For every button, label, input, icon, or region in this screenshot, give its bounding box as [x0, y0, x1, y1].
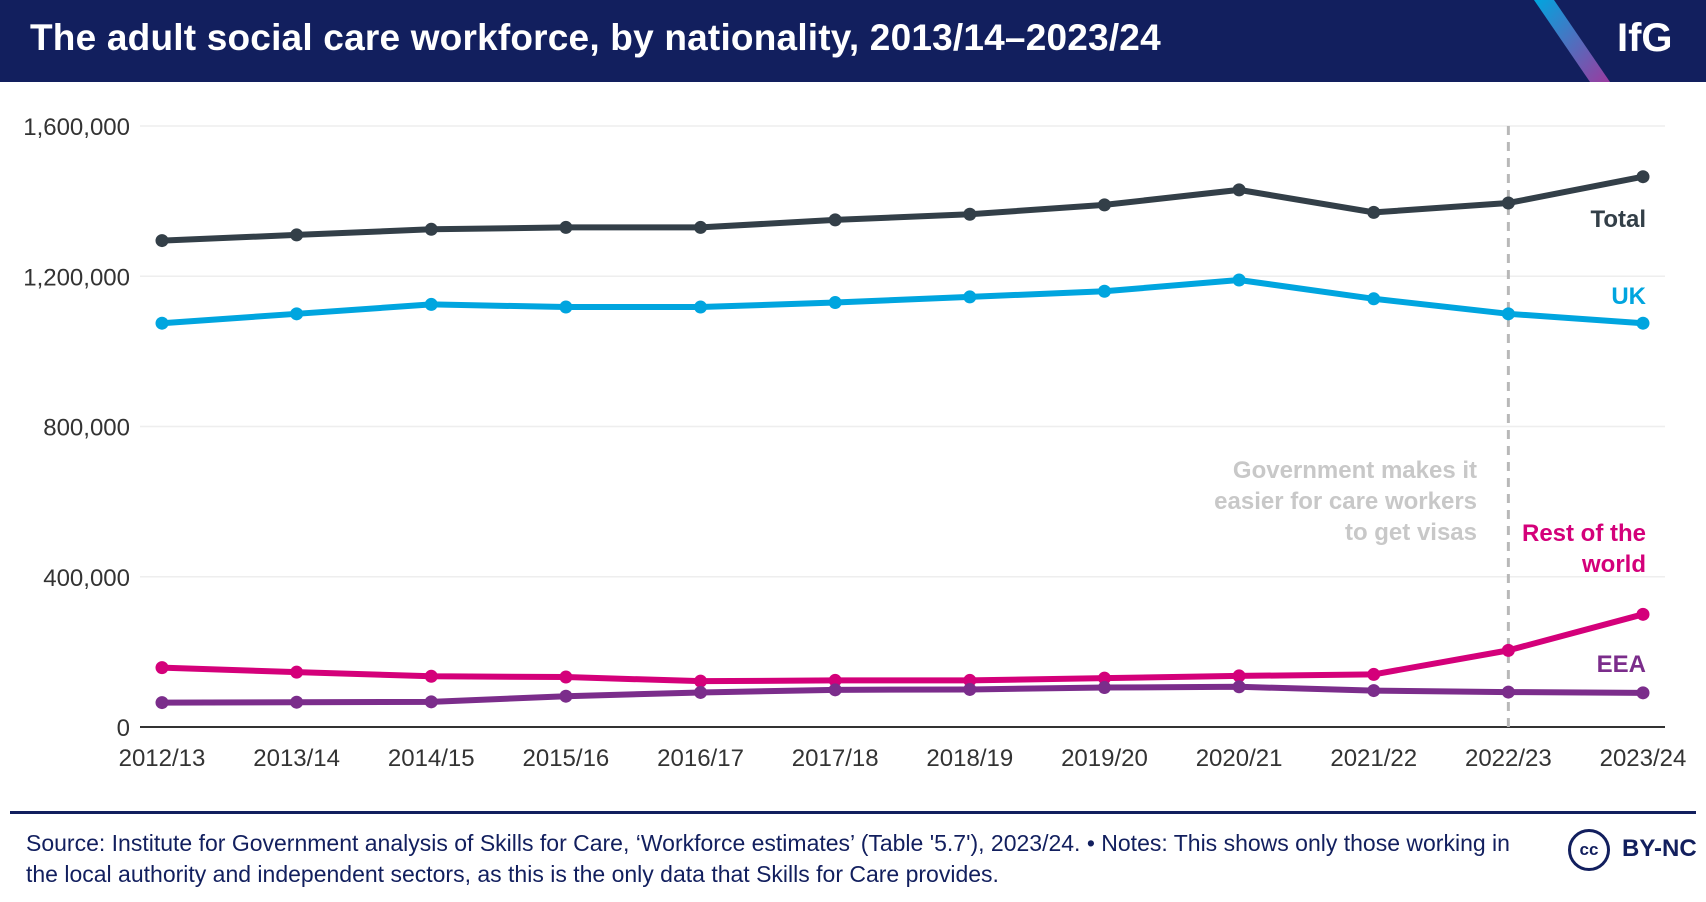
- data-point-eea: [1367, 684, 1381, 698]
- x-tick-label: 2023/24: [1600, 745, 1687, 772]
- data-point-total: [1232, 183, 1246, 197]
- data-point-total: [828, 213, 842, 227]
- y-axis-tick-labels: 0 400,000 800,000 1,200,000 1,600,000: [23, 114, 130, 742]
- data-point-uk: [155, 316, 169, 330]
- y-tick-label: 1,600,000: [23, 114, 130, 141]
- header-bar: The adult social care workforce, by nati…: [0, 0, 1706, 82]
- series-labels: Total UK Rest of the world EEA: [1522, 206, 1647, 678]
- data-point-eea: [155, 696, 169, 710]
- data-point-rest-of-the-world: [1636, 607, 1650, 621]
- creative-commons-icon: cc: [1568, 829, 1610, 871]
- series-line-uk: [159, 277, 1646, 327]
- series-line-total: [159, 173, 1646, 244]
- data-point-rest-of-the-world: [828, 673, 842, 687]
- x-tick-label: 2019/20: [1061, 745, 1148, 772]
- series-eea: [155, 680, 1650, 710]
- data-point-total: [290, 228, 304, 242]
- series-rest-of-the-world: [155, 607, 1650, 688]
- data-point-rest-of-the-world: [155, 661, 169, 675]
- data-point-rest-of-the-world: [1501, 643, 1515, 657]
- license-text: BY-NC: [1622, 835, 1697, 862]
- data-point-uk: [1367, 292, 1381, 306]
- license-badge: cc BY-NC: [1568, 829, 1697, 873]
- data-point-total: [424, 222, 438, 236]
- series-label-rest-of-world-line-2: world: [1581, 551, 1646, 578]
- annotation-text-line-3: to get visas: [1345, 519, 1477, 546]
- data-point-eea: [963, 682, 977, 696]
- x-tick-label: 2015/16: [523, 745, 610, 772]
- data-point-uk: [1097, 284, 1111, 298]
- data-point-eea: [1501, 685, 1515, 699]
- data-point-uk: [1636, 316, 1650, 330]
- footer-divider: [10, 811, 1696, 814]
- data-point-uk: [694, 300, 708, 314]
- y-tick-label: 800,000: [43, 415, 130, 442]
- data-point-eea: [1636, 686, 1650, 700]
- data-point-rest-of-the-world: [290, 665, 304, 679]
- data-point-total: [155, 234, 169, 248]
- logo-stripe-icon: [1534, 0, 1610, 82]
- data-point-rest-of-the-world: [1232, 669, 1246, 683]
- x-tick-label: 2014/15: [388, 745, 475, 772]
- source-note: Source: Institute for Government analysi…: [26, 830, 1510, 887]
- data-point-uk: [290, 307, 304, 321]
- data-point-total: [1097, 198, 1111, 212]
- annotation-text-line-1: Government makes it: [1233, 457, 1477, 484]
- data-point-total: [1636, 170, 1650, 184]
- data-point-total: [963, 207, 977, 221]
- data-point-rest-of-the-world: [1097, 671, 1111, 685]
- data-point-eea: [424, 695, 438, 709]
- data-point-eea: [1097, 681, 1111, 695]
- x-tick-label: 2020/21: [1196, 745, 1283, 772]
- y-tick-label: 0: [117, 715, 130, 742]
- ifg-logo: IfG: [1617, 16, 1673, 60]
- annotation-group: Government makes it easier for care work…: [1214, 126, 1510, 727]
- data-point-uk: [1232, 273, 1246, 287]
- series-label-eea: EEA: [1597, 651, 1646, 678]
- series-line-eea: [159, 683, 1646, 706]
- line-chart: 0 400,000 800,000 1,200,000 1,600,000 2012/1…: [23, 114, 1687, 772]
- y-tick-label: 400,000: [43, 565, 130, 592]
- gridlines: [140, 125, 1665, 728]
- data-point-rest-of-the-world: [694, 674, 708, 688]
- x-tick-label: 2013/14: [253, 745, 340, 772]
- data-point-uk: [424, 297, 438, 311]
- data-point-eea: [694, 685, 708, 699]
- data-point-total: [694, 220, 708, 234]
- x-tick-label: 2017/18: [792, 745, 879, 772]
- chart-title: The adult social care workforce, by nati…: [30, 17, 1161, 58]
- data-point-rest-of-the-world: [424, 669, 438, 683]
- data-point-rest-of-the-world: [559, 670, 573, 684]
- y-tick-label: 1,200,000: [23, 264, 130, 291]
- data-point-rest-of-the-world: [963, 673, 977, 687]
- series-label-uk: UK: [1611, 283, 1646, 310]
- data-point-eea: [290, 695, 304, 709]
- data-point-total: [1367, 205, 1381, 219]
- data-point-eea: [828, 683, 842, 697]
- x-tick-label: 2018/19: [926, 745, 1013, 772]
- x-tick-label: 2021/22: [1330, 745, 1417, 772]
- annotation-text-line-2: easier for care workers: [1214, 488, 1477, 515]
- data-point-eea: [559, 689, 573, 703]
- data-point-total: [559, 220, 573, 234]
- data-point-uk: [1501, 307, 1515, 321]
- data-point-uk: [828, 296, 842, 310]
- x-tick-label: 2022/23: [1465, 745, 1552, 772]
- data-point-total: [1501, 196, 1515, 210]
- series-line-rest-of-the-world: [159, 611, 1646, 685]
- x-axis-tick-labels: 2012/13 2013/14 2014/15 2015/16 2016/17 2017/…: [119, 745, 1687, 772]
- series-lines: [155, 170, 1650, 710]
- x-tick-label: 2016/17: [657, 745, 744, 772]
- series-total: [155, 170, 1650, 248]
- series-uk: [155, 273, 1650, 330]
- series-label-rest-of-world-line-1: Rest of the: [1522, 520, 1646, 547]
- data-point-rest-of-the-world: [1367, 667, 1381, 681]
- data-point-eea: [1232, 680, 1246, 694]
- data-point-uk: [559, 300, 573, 314]
- series-label-total: Total: [1590, 206, 1646, 233]
- data-point-uk: [963, 290, 977, 304]
- x-tick-label: 2012/13: [119, 745, 206, 772]
